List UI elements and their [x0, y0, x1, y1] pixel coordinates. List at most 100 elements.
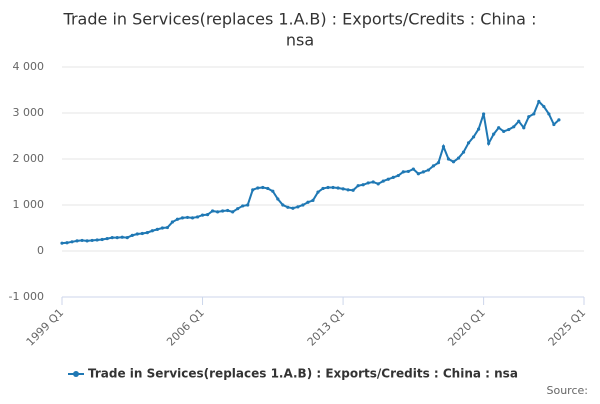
point: [346, 188, 350, 192]
point: [476, 127, 481, 131]
point: [276, 197, 280, 201]
point: [461, 150, 466, 154]
point: [110, 236, 114, 240]
point: [170, 220, 175, 224]
point: [130, 233, 134, 237]
point: [426, 168, 431, 172]
point: [165, 225, 170, 230]
point: [466, 141, 471, 145]
point: [286, 205, 290, 209]
point: [401, 170, 405, 174]
point: [326, 185, 330, 190]
point: [522, 126, 526, 130]
point: [65, 241, 69, 245]
point: [376, 182, 380, 186]
y-tick-label: 2 000: [13, 152, 45, 165]
point: [281, 203, 285, 207]
point: [321, 186, 325, 191]
point: [140, 231, 144, 236]
point: [145, 231, 149, 235]
x-tick-label: 2020 Q1: [445, 306, 488, 349]
point: [517, 119, 521, 123]
point: [456, 156, 461, 160]
point: [306, 200, 310, 204]
point: [497, 126, 501, 130]
point: [226, 208, 230, 213]
point: [391, 175, 395, 179]
point: [256, 186, 260, 190]
y-tick-label: -1 000: [9, 290, 44, 303]
point: [205, 213, 210, 217]
point: [487, 141, 491, 145]
point: [75, 239, 79, 243]
point: [431, 164, 436, 168]
y-tick-label: 3 000: [13, 106, 45, 119]
point: [411, 167, 415, 171]
point: [231, 210, 235, 214]
point: [175, 217, 180, 221]
point: [195, 215, 200, 219]
point: [396, 173, 400, 178]
point: [557, 118, 561, 122]
x-tick-label: 2006 Q1: [164, 306, 207, 349]
y-tick-label: 1 000: [13, 198, 45, 211]
point: [200, 213, 205, 217]
point: [246, 203, 250, 207]
point: [532, 112, 536, 116]
x-tick-label: 2025 Q1: [546, 306, 589, 349]
point: [241, 204, 245, 208]
point: [336, 186, 340, 190]
point: [386, 177, 390, 181]
point: [537, 99, 541, 104]
point: [105, 236, 109, 241]
point: [100, 237, 104, 242]
point: [351, 188, 355, 192]
point: [451, 160, 456, 164]
point: [547, 112, 551, 116]
legend-marker: [73, 371, 79, 377]
point: [236, 207, 240, 211]
point: [361, 183, 365, 187]
point: [552, 122, 556, 127]
y-tick-label: 0: [37, 244, 44, 257]
point: [527, 115, 531, 119]
point: [492, 132, 496, 136]
point: [512, 125, 516, 129]
series-line: [61, 99, 560, 245]
point: [301, 203, 305, 207]
y-tick-label: 4 000: [13, 60, 45, 73]
point: [80, 238, 84, 243]
point: [371, 180, 375, 184]
point: [266, 186, 270, 191]
point: [507, 127, 511, 132]
point: [185, 215, 190, 220]
point: [125, 236, 129, 240]
point: [155, 227, 159, 231]
point: [190, 216, 195, 220]
point: [446, 157, 451, 161]
point: [180, 216, 185, 220]
point: [221, 209, 225, 213]
point: [291, 206, 295, 210]
point: [316, 190, 320, 194]
chart-title: nsa: [286, 31, 314, 50]
point: [502, 129, 506, 133]
legend-label: Trade in Services(replaces 1.A.B) : Expo…: [88, 367, 518, 381]
source: Source:: [547, 384, 589, 397]
point: [341, 187, 345, 191]
point: [421, 170, 425, 174]
point: [436, 161, 441, 165]
point: [356, 184, 360, 188]
point: [150, 229, 154, 233]
point: [135, 232, 139, 236]
point: [331, 185, 335, 190]
point: [441, 144, 446, 149]
x-tick-label: 1999 Q1: [24, 306, 67, 349]
point: [120, 235, 124, 239]
point: [90, 238, 94, 243]
point: [416, 172, 420, 176]
point: [210, 209, 215, 213]
x-tick-label: 2013 Q1: [305, 306, 348, 349]
point: [482, 112, 486, 116]
